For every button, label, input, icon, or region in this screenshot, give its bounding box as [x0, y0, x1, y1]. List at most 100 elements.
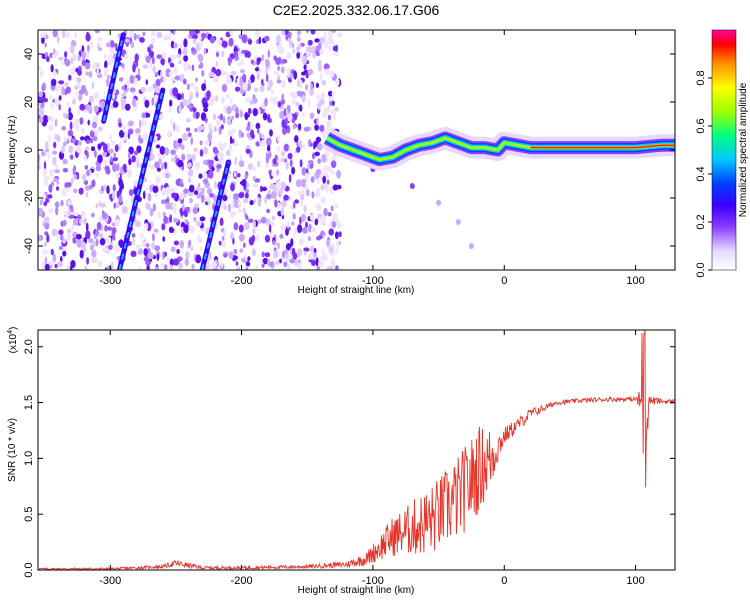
noise-dot [246, 51, 251, 58]
noise-dot [297, 37, 301, 42]
noise-dot [241, 257, 246, 263]
noise-dot [326, 179, 330, 185]
noise-dot [280, 224, 286, 232]
noise-dot [57, 260, 63, 268]
noise-dot [303, 247, 310, 252]
noise-dot [277, 101, 282, 108]
noise-dot [312, 51, 317, 59]
noise-dot [62, 158, 68, 165]
noise-dot [104, 67, 109, 76]
noise-dot [224, 188, 229, 194]
noise-dot [335, 218, 339, 226]
noise-dot [257, 160, 261, 168]
noise-dot [223, 229, 227, 237]
noise-dot [246, 261, 251, 267]
noise-dot [199, 216, 206, 222]
noise-dot [307, 160, 314, 165]
colorbar-tick-label: 0.4 [695, 166, 707, 181]
noise-dot [281, 93, 285, 102]
noise-dot [157, 152, 162, 158]
noise-dot [142, 190, 146, 200]
noise-dot [42, 249, 46, 255]
noise-dot [235, 112, 240, 119]
noise-dot [180, 144, 185, 150]
noise-dot [91, 240, 98, 247]
noise-dot [72, 236, 77, 244]
noise-dot [66, 31, 70, 39]
noise-dot [79, 136, 85, 141]
noise-dot [170, 228, 175, 233]
noise-dot [42, 193, 47, 199]
noise-dot [103, 53, 107, 60]
noise-dot [308, 223, 312, 233]
noise-dot [247, 163, 253, 170]
noise-dot [56, 235, 60, 242]
noise-dot [209, 95, 215, 104]
noise-dot [230, 70, 237, 76]
noise-dot [302, 227, 308, 234]
noise-dot [66, 101, 70, 107]
noise-dot [171, 76, 176, 82]
noise-dot [77, 55, 81, 62]
chart-title: C2E2.2025.332.06.17.G06 [273, 2, 440, 18]
noise-dot [304, 172, 309, 181]
noise-dot [132, 237, 135, 246]
noise-dot [330, 160, 337, 169]
noise-dot [89, 244, 94, 251]
noise-dot [316, 117, 320, 126]
noise-dot [108, 244, 113, 250]
noise-dot [88, 95, 94, 104]
noise-dot [170, 149, 177, 155]
noise-dot [307, 98, 311, 108]
noise-dot [217, 159, 224, 165]
noise-dot [193, 86, 199, 92]
noise-dot [267, 258, 271, 267]
noise-dot [326, 165, 331, 173]
noise-dot [154, 72, 158, 78]
noise-dot [172, 202, 177, 208]
noise-dot [226, 105, 232, 115]
noise-dot [276, 169, 280, 176]
noise-dot [314, 124, 319, 131]
noise-dot [231, 115, 235, 120]
snr-xtick-label: -100 [362, 575, 384, 587]
noise-dot [282, 59, 288, 64]
noise-dot [225, 94, 230, 99]
noise-dot [131, 233, 136, 238]
noise-dot [128, 158, 132, 166]
noise-dot [81, 128, 85, 133]
noise-dot [274, 199, 278, 208]
noise-dot [162, 236, 165, 242]
noise-dot [77, 140, 82, 147]
noise-dot [122, 124, 126, 133]
noise-dot [113, 202, 116, 209]
noise-dot [293, 201, 296, 209]
noise-dot [58, 245, 64, 251]
noise-dot [162, 211, 166, 218]
noise-dot [197, 235, 201, 242]
noise-dot [120, 97, 125, 104]
noise-dot [279, 234, 284, 239]
noise-dot [248, 78, 252, 86]
noise-dot [254, 67, 260, 72]
noise-dot [162, 251, 165, 260]
noise-dot [324, 40, 329, 49]
noise-dot [38, 153, 41, 163]
noise-dot [55, 186, 60, 191]
noise-dot [58, 56, 64, 61]
noise-dot [66, 232, 72, 241]
noise-dot [265, 59, 270, 68]
noise-dot [247, 218, 254, 223]
noise-dot [327, 212, 332, 217]
noise-dot [67, 112, 73, 121]
noise-dot [250, 129, 255, 138]
noise-dot [199, 140, 203, 146]
noise-dot [266, 144, 271, 152]
noise-dot [44, 175, 50, 181]
noise-dot [309, 213, 315, 221]
noise-dot [182, 47, 188, 56]
noise-dot [46, 56, 50, 63]
noise-dot [270, 230, 273, 239]
noise-dot [336, 169, 341, 179]
noise-dot [283, 194, 289, 201]
